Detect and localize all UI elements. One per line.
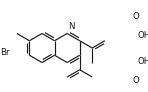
Text: N: N: [69, 22, 75, 31]
Text: O: O: [132, 76, 139, 85]
Text: OH: OH: [138, 31, 148, 40]
Text: OH: OH: [138, 57, 148, 66]
Text: Br: Br: [0, 48, 9, 57]
Text: O: O: [132, 12, 139, 21]
